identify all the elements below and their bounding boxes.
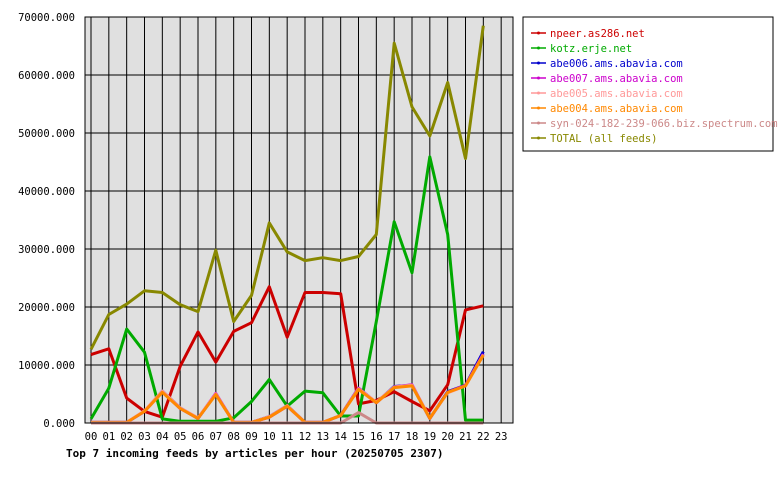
- legend-box: [522, 16, 774, 152]
- x-tick-label: 10: [263, 431, 276, 443]
- x-tick-label: 18: [406, 431, 419, 443]
- x-tick-label: 08: [227, 431, 240, 443]
- x-tick-label: 06: [192, 431, 205, 443]
- legend-marker: [537, 31, 540, 35]
- legend-marker: [537, 106, 540, 110]
- x-tick-label: 13: [317, 431, 330, 443]
- legend-label: kotz.erje.net: [550, 43, 632, 55]
- legend: npeer.as286.net kotz.erje.net abe006.ams.a…: [522, 16, 778, 152]
- series-line-0: [90, 285, 484, 419]
- x-tick-label: 01: [103, 431, 116, 443]
- y-tick-label: 50000.000: [18, 128, 75, 140]
- legend-label: npeer.as286.net: [550, 28, 645, 40]
- legend-marker: [537, 121, 540, 125]
- x-axis-ticks: 00 01 02 03 04 05 06 07 08 09 10 11 12 13 14 15 16 17 18 19…: [85, 431, 508, 443]
- series-line-7: [89, 25, 485, 350]
- legend-marker: [537, 76, 540, 80]
- x-tick-label: 15: [352, 431, 365, 443]
- y-tick-label: 60000.000: [18, 70, 75, 82]
- series-line-5: [91, 354, 485, 424]
- legend-label: abe005.ams.abavia.com: [550, 88, 683, 100]
- legend-label: abe007.ams.abavia.com: [550, 73, 683, 85]
- x-tick-label: 05: [174, 431, 187, 443]
- legend-label: syn-024-182-239-066.biz.spectrum.com: [550, 118, 778, 130]
- legend-marker: [537, 61, 540, 65]
- y-tick-label: 30000.000: [18, 244, 75, 256]
- plot-border: [84, 16, 514, 424]
- x-tick-label: 14: [334, 431, 347, 443]
- legend-marker: [537, 91, 540, 95]
- x-tick-label: 03: [138, 431, 151, 443]
- x-tick-label: 00: [85, 431, 98, 443]
- x-tick-label: 12: [299, 431, 312, 443]
- y-tick-label: 40000.000: [18, 186, 75, 198]
- x-tick-label: 02: [120, 431, 133, 443]
- chart-title: Top 7 incoming feeds by articles per hou…: [66, 447, 444, 460]
- x-tick-label: 11: [281, 431, 294, 443]
- y-tick-label: 70000.000: [18, 12, 75, 24]
- x-tick-label: 16: [370, 431, 383, 443]
- y-tick-label: 10000.000: [18, 360, 75, 372]
- legend-marker: [537, 46, 540, 50]
- x-tick-label: 17: [388, 431, 401, 443]
- x-tick-label: 19: [424, 431, 437, 443]
- legend-label: abe004.ams.abavia.com: [550, 103, 683, 115]
- x-tick-label: 20: [441, 431, 454, 443]
- plot-background: [85, 17, 513, 423]
- x-tick-label: 04: [156, 431, 169, 443]
- legend-label: TOTAL (all feeds): [550, 133, 657, 145]
- x-tick-label: 09: [245, 431, 258, 443]
- x-tick-label: 23: [495, 431, 508, 443]
- legend-marker: [537, 136, 540, 140]
- x-tick-label: 22: [477, 431, 490, 443]
- y-tick-label: 0.000: [43, 418, 75, 430]
- legend-label: abe006.ams.abavia.com: [550, 58, 683, 70]
- y-tick-label: 20000.000: [18, 302, 75, 314]
- x-tick-label: 07: [210, 431, 223, 443]
- y-axis-ticks: 0.000 10000.000 20000.000 30000.000 40000.00…: [18, 12, 75, 430]
- x-tick-label: 21: [459, 431, 472, 443]
